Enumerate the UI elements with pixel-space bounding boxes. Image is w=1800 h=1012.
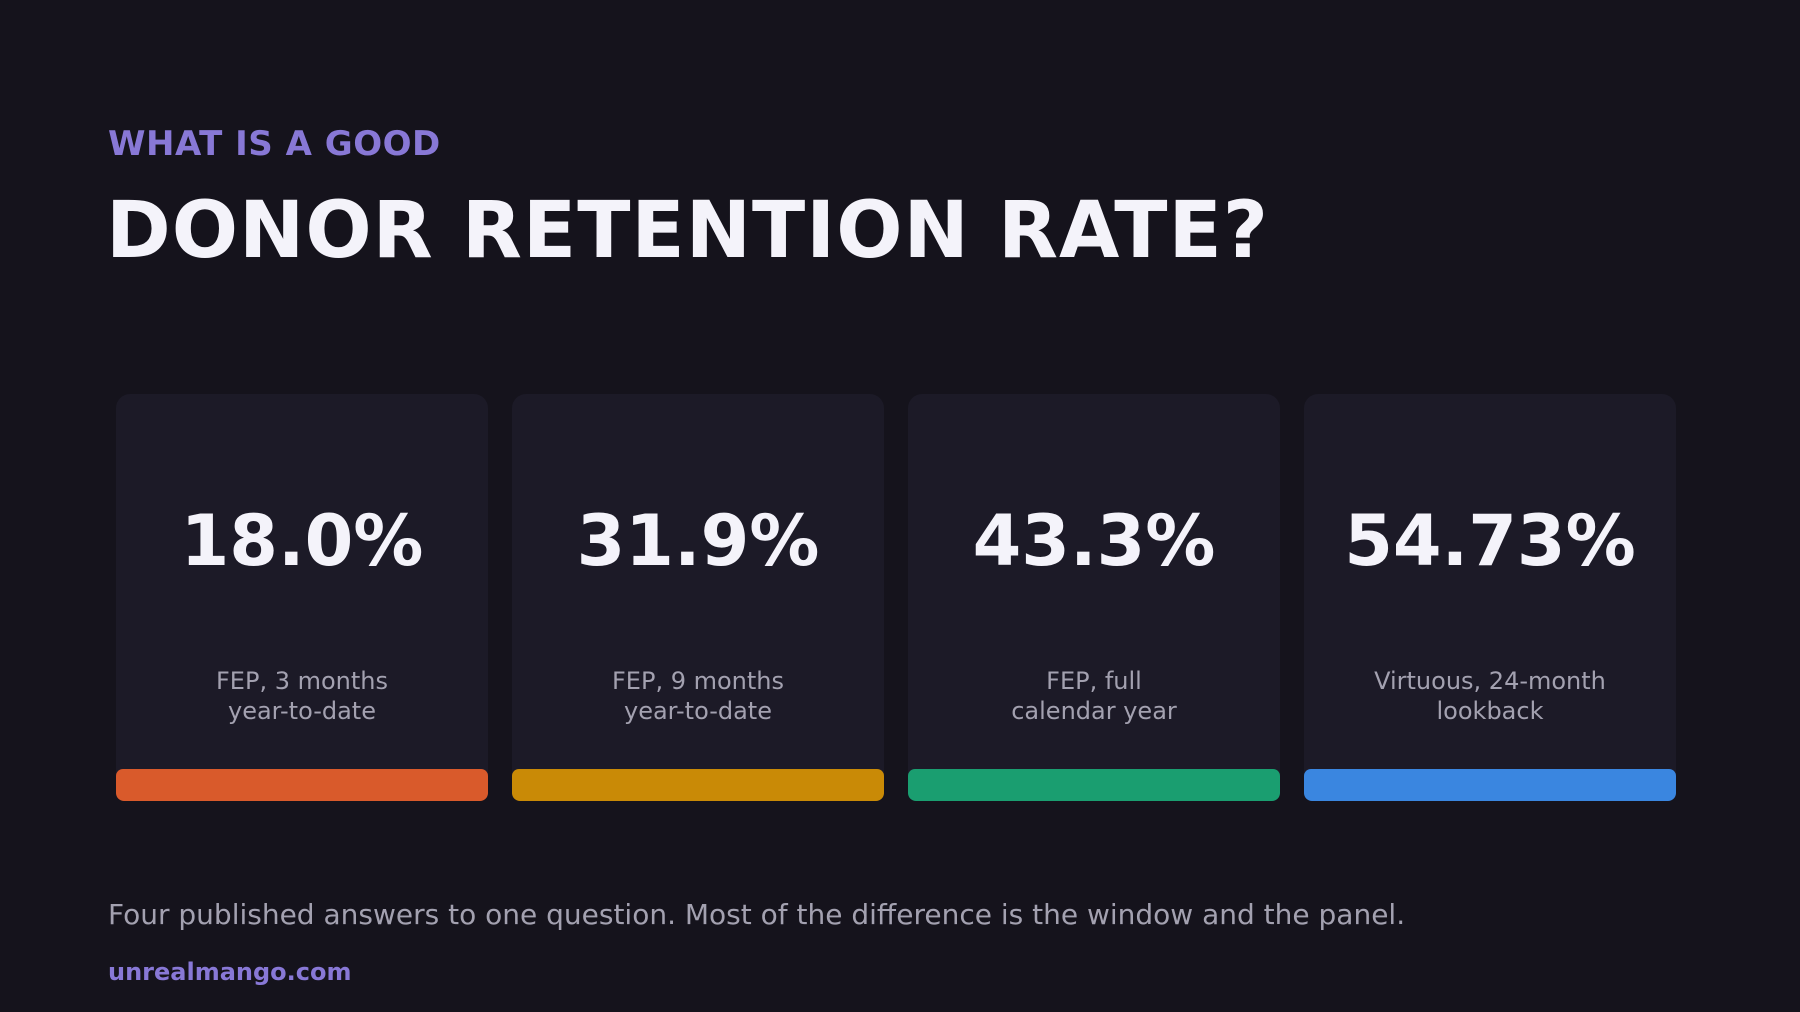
label-line: FEP, full xyxy=(1046,667,1142,695)
card-value: 18.0% xyxy=(180,500,424,582)
label-line: calendar year xyxy=(1011,697,1177,725)
label-line: FEP, 9 months xyxy=(612,667,784,695)
kicker: WHAT IS A GOOD xyxy=(108,124,441,164)
card-value: 43.3% xyxy=(972,500,1216,582)
caption: Four published answers to one question. … xyxy=(108,898,1406,931)
card-value: 54.73% xyxy=(1344,500,1636,582)
accent-bar xyxy=(512,769,884,801)
label-line: lookback xyxy=(1436,697,1544,725)
card: 43.3% FEP, full calendar year xyxy=(908,394,1280,801)
label-line: Virtuous, 24-month xyxy=(1374,667,1606,695)
card-label: Virtuous, 24-month lookback xyxy=(1304,666,1676,726)
card: 18.0% FEP, 3 months year-to-date xyxy=(116,394,488,801)
title: DONOR RETENTION RATE? xyxy=(106,186,1270,276)
site-link[interactable]: unrealmango.com xyxy=(108,958,352,986)
card: 54.73% Virtuous, 24-month lookback xyxy=(1304,394,1676,801)
card-label: FEP, 3 months year-to-date xyxy=(116,666,488,726)
card-label: FEP, 9 months year-to-date xyxy=(512,666,884,726)
label-line: year-to-date xyxy=(624,697,772,725)
accent-bar xyxy=(116,769,488,801)
label-line: FEP, 3 months xyxy=(216,667,388,695)
accent-bar xyxy=(1304,769,1676,801)
card: 31.9% FEP, 9 months year-to-date xyxy=(512,394,884,801)
accent-bar xyxy=(908,769,1280,801)
card-label: FEP, full calendar year xyxy=(908,666,1280,726)
label-line: year-to-date xyxy=(228,697,376,725)
card-value: 31.9% xyxy=(576,500,820,582)
